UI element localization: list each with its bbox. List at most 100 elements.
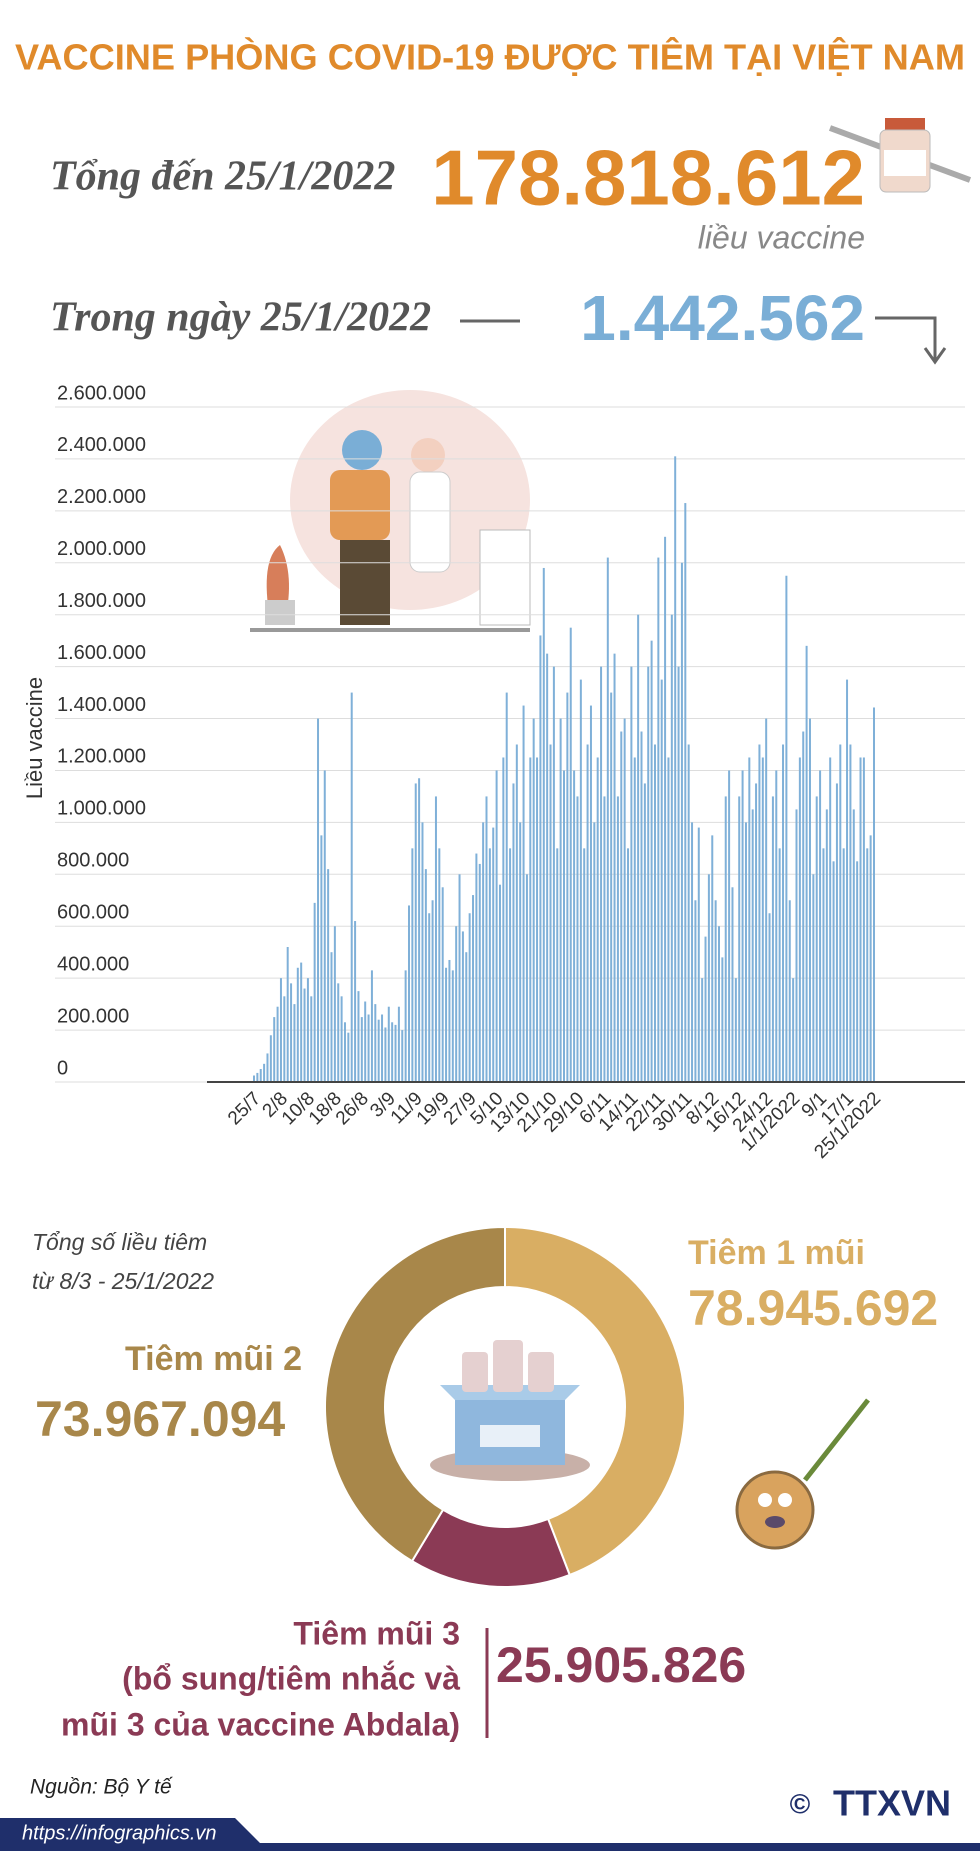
- bar: [525, 874, 528, 1082]
- bar: [279, 978, 282, 1082]
- bar: [475, 853, 478, 1082]
- bar: [862, 757, 865, 1082]
- footer-band: [0, 1818, 980, 1851]
- bar: [734, 978, 737, 1082]
- bar: [492, 827, 495, 1082]
- logo-mark: ©: [790, 1788, 811, 1819]
- bar: [263, 1063, 266, 1082]
- bar: [539, 635, 542, 1082]
- bar: [360, 1017, 363, 1082]
- y-tick-label: 0: [57, 1057, 68, 1079]
- bar: [795, 809, 798, 1082]
- bar: [502, 757, 505, 1082]
- bar: [684, 503, 687, 1082]
- bar: [677, 666, 680, 1082]
- bar: [424, 869, 427, 1082]
- bar: [721, 957, 724, 1082]
- bar: [680, 562, 683, 1082]
- total-label: Tổng đến 25/1/2022: [50, 154, 395, 200]
- bar: [707, 874, 710, 1082]
- bar: [542, 567, 545, 1082]
- donut-title: Tổng số liều tiêm: [32, 1229, 207, 1255]
- source: Nguồn: Bộ Y tế: [30, 1776, 173, 1799]
- total-unit: liều vaccine: [698, 219, 865, 255]
- bar: [808, 718, 811, 1082]
- bar: [694, 900, 697, 1082]
- bar: [650, 640, 653, 1082]
- bar: [461, 931, 464, 1082]
- bar: [303, 988, 306, 1082]
- bar: [815, 796, 818, 1082]
- bar: [317, 718, 320, 1082]
- bar: [630, 666, 633, 1082]
- bar: [438, 848, 441, 1082]
- bar: [852, 809, 855, 1082]
- y-tick-label: 2.200.000: [57, 486, 146, 508]
- bar: [610, 692, 613, 1082]
- bar: [805, 645, 808, 1082]
- bar: [589, 705, 592, 1082]
- bar: [519, 822, 522, 1082]
- bar: [485, 796, 488, 1082]
- y-tick-label: 1.800.000: [57, 590, 146, 612]
- bar: [394, 1024, 397, 1082]
- bar: [266, 1053, 269, 1082]
- bar: [748, 757, 751, 1082]
- bar: [320, 835, 323, 1082]
- bar: [701, 978, 704, 1082]
- bar: [869, 835, 872, 1082]
- bar: [283, 996, 286, 1082]
- bar: [259, 1069, 262, 1082]
- bar: [536, 757, 539, 1082]
- bar: [370, 970, 373, 1082]
- bar: [343, 1022, 346, 1082]
- bar: [445, 967, 448, 1082]
- bar: [593, 822, 596, 1082]
- illustration: [250, 390, 531, 632]
- bar: [832, 861, 835, 1082]
- bar: [819, 770, 822, 1082]
- box-icon: [430, 1340, 590, 1481]
- bar: [401, 1030, 404, 1082]
- bar: [296, 967, 299, 1082]
- y-tick-label: 600.000: [57, 902, 129, 924]
- virus-icon: [735, 1398, 870, 1550]
- bar: [559, 718, 562, 1082]
- bar: [478, 863, 481, 1082]
- bar: [771, 796, 774, 1082]
- bar: [468, 913, 471, 1082]
- bar: [657, 557, 660, 1082]
- donut-segment: [504, 1225, 686, 1577]
- daily-label: Trong ngày 25/1/2022: [50, 295, 431, 341]
- value-label: 25.905.826: [496, 1637, 746, 1693]
- bar: [728, 770, 731, 1082]
- bar: [822, 848, 825, 1082]
- bar: [606, 557, 609, 1082]
- bar: [532, 718, 535, 1082]
- bar: [667, 757, 670, 1082]
- bar: [441, 887, 444, 1082]
- bar: [451, 970, 454, 1082]
- bar: [664, 536, 667, 1082]
- logo: TTXVN: [833, 1783, 951, 1824]
- bar: [306, 978, 309, 1082]
- y-tick-label: 1.000.000: [57, 798, 146, 820]
- url[interactable]: https://infographics.vn: [22, 1822, 217, 1844]
- bar: [573, 770, 576, 1082]
- bar: [765, 718, 768, 1082]
- bar: [323, 770, 326, 1082]
- bar: [775, 770, 778, 1082]
- bar: [674, 456, 677, 1083]
- bar: [778, 848, 781, 1082]
- bar: [788, 900, 791, 1082]
- bar: [428, 913, 431, 1082]
- bar: [286, 947, 289, 1082]
- bar: [579, 679, 582, 1082]
- bar: [596, 757, 599, 1082]
- value-label: 78.945.692: [688, 1280, 938, 1336]
- bar: [269, 1035, 272, 1082]
- bar: [350, 692, 353, 1082]
- bar: [276, 1006, 279, 1082]
